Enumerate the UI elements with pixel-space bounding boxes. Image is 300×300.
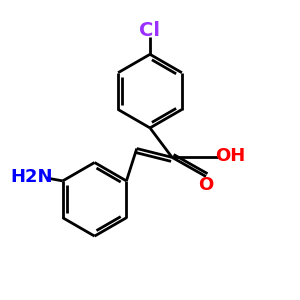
Text: O: O — [198, 176, 214, 194]
Text: Cl: Cl — [140, 21, 160, 40]
Text: OH: OH — [215, 147, 245, 165]
Text: H2N: H2N — [10, 167, 52, 185]
